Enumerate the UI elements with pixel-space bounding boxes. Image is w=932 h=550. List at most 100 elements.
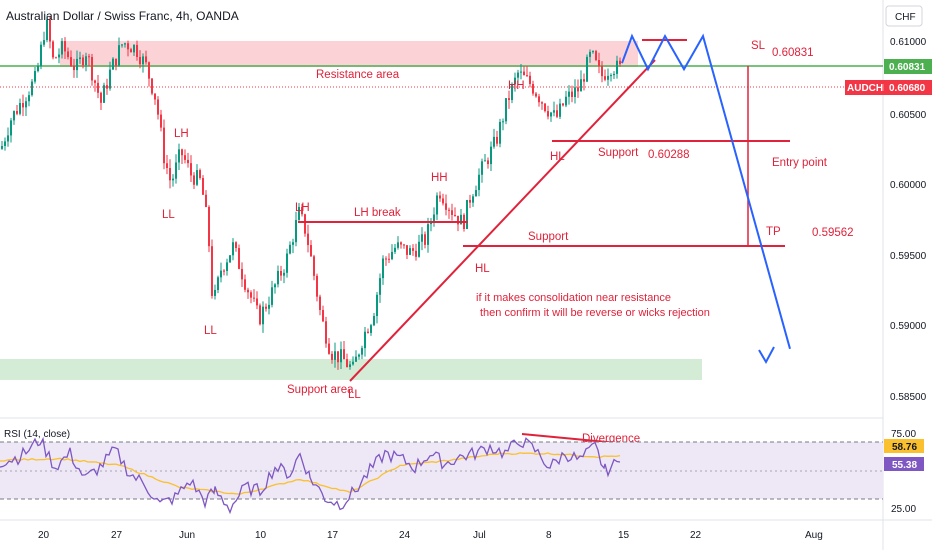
candle-body (262, 306, 264, 325)
candle-body (541, 102, 543, 104)
label-support-price: 0.60288 (648, 149, 690, 161)
candle-body (529, 75, 531, 84)
x-tick-label: 27 (111, 530, 123, 541)
candle-body (241, 268, 243, 280)
candle-body (484, 160, 486, 162)
candle-body (403, 244, 405, 246)
candle-body (127, 43, 129, 50)
candle-body (310, 245, 312, 257)
candle-body (313, 256, 315, 276)
candle-body (124, 43, 126, 45)
trendline (349, 59, 656, 382)
candle-body (493, 136, 495, 147)
candle-body (115, 58, 117, 66)
candle-body (505, 98, 507, 122)
candle-body (610, 75, 612, 77)
candle-body (253, 297, 255, 299)
candle-body (571, 91, 573, 98)
time-axis[interactable]: 20 27 Jun 10 17 24 Jul 8 15 22 Aug (38, 530, 823, 541)
label-lh-1: LH (174, 128, 189, 140)
candle-body (199, 170, 201, 178)
candle-body (502, 121, 504, 123)
candle-body (454, 214, 456, 216)
candle-body (397, 242, 399, 248)
candle-body (517, 72, 519, 78)
candle-body (607, 75, 609, 80)
candle-body (580, 79, 582, 92)
candle-body (55, 57, 57, 59)
note-line-1: if it makes consolidation near resistanc… (476, 292, 671, 304)
label-ll-3: LL (348, 389, 361, 401)
candle-body (325, 321, 327, 344)
candle-body (445, 203, 447, 210)
candle-body (46, 19, 48, 41)
label-hh-2: HH (508, 80, 525, 92)
rsi-ma-value: 58.76 (892, 442, 917, 453)
candle-body (565, 96, 567, 106)
label-support-high: Support (598, 147, 639, 159)
candle-body (592, 51, 594, 53)
candle-body (292, 242, 294, 245)
label-sl: SL (751, 40, 766, 52)
candle-body (370, 325, 372, 333)
candle-body (343, 349, 345, 360)
candle-body (118, 45, 120, 66)
candle-body (280, 270, 282, 276)
candle-body (421, 234, 423, 242)
x-tick-label: Jul (473, 530, 486, 541)
candle-body (385, 258, 387, 260)
candle-body (73, 65, 75, 71)
candle-body (418, 241, 420, 257)
candle-body (604, 76, 606, 80)
label-hl-1: HL (475, 263, 490, 275)
candle-body (598, 59, 600, 66)
candle-body (496, 136, 498, 144)
candle-body (52, 41, 54, 58)
candle-body (583, 79, 585, 82)
label-ll-2: LL (204, 325, 217, 337)
candle-body (229, 255, 231, 263)
candle-body (25, 101, 27, 108)
candle-body (85, 56, 87, 66)
symbol-badge-label: AUDCHF (847, 83, 889, 94)
candle-body (562, 103, 564, 106)
label-sl-price: 0.60831 (772, 47, 814, 59)
candle-body (169, 167, 171, 181)
candle-body (139, 56, 141, 65)
y-tick-label: 0.58500 (890, 392, 927, 403)
candle-body (460, 214, 462, 225)
candle-body (526, 75, 528, 77)
price-axis[interactable]: CHF 0.61000 0.60500 0.60000 0.59500 0.59… (845, 5, 932, 403)
candle-body (331, 353, 333, 360)
candle-body (58, 54, 60, 58)
candle-body (13, 111, 15, 121)
candle-body (409, 248, 411, 255)
support-area-label: Support area (287, 384, 354, 396)
label-lh-2: LH (295, 202, 310, 214)
candle-body (439, 195, 441, 199)
y-tick-label: 0.59500 (890, 251, 927, 262)
candle-body (151, 78, 153, 94)
y-tick-label: 0.61000 (890, 37, 927, 48)
candle-body (481, 161, 483, 175)
candles-group (1, 15, 621, 370)
candle-body (277, 270, 279, 285)
candle-body (508, 98, 510, 101)
candle-body (37, 65, 39, 72)
candle-body (91, 57, 93, 81)
candle-body (349, 364, 351, 368)
candle-body (586, 56, 588, 82)
candle-body (406, 245, 408, 255)
candle-body (451, 210, 453, 215)
candle-body (166, 163, 168, 168)
candle-body (574, 87, 576, 98)
candle-body (490, 146, 492, 165)
candle-body (130, 49, 132, 53)
candle-body (511, 84, 513, 101)
candle-body (601, 65, 603, 77)
candle-body (247, 289, 249, 293)
projection-path (621, 33, 791, 350)
candle-body (337, 351, 339, 363)
candle-body (88, 56, 90, 58)
